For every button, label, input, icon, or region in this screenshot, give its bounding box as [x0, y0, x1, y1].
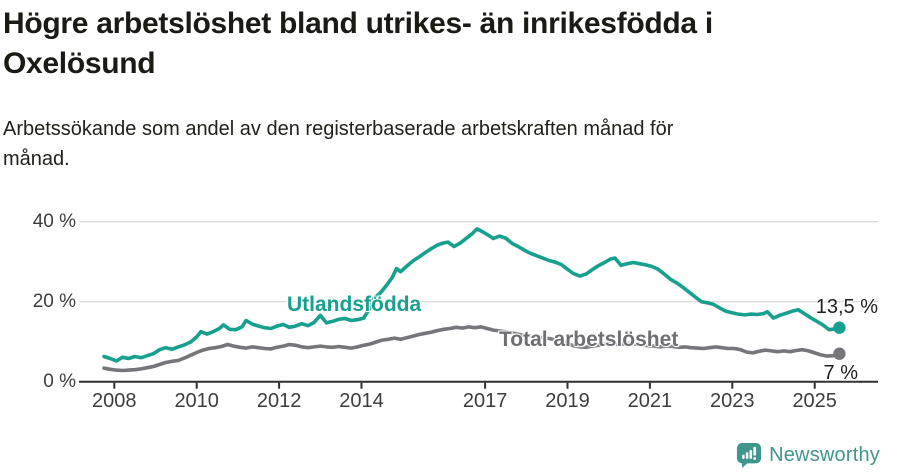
title-line-2: Oxelösund — [3, 47, 156, 80]
x-tick-label-2017: 2017 — [462, 390, 508, 412]
series-label-utlandsfodda: Utlandsfödda — [287, 293, 422, 316]
x-tick-label-2021: 2021 — [627, 390, 673, 412]
line-Utlandsfödda — [102, 227, 842, 363]
x-tick-label-2008: 2008 — [92, 390, 137, 412]
x-tick-label-2014: 2014 — [339, 390, 384, 412]
line-Total arbetslöshet — [102, 325, 842, 373]
x-tick-label-2025: 2025 — [792, 390, 837, 412]
subtitle-line-1: Arbetssökande som andel av den registerb… — [3, 118, 674, 140]
title-line-1: Högre arbetslöshet bland utrikes- än inr… — [3, 7, 713, 40]
y-tick-label-40: 40 % — [32, 210, 76, 232]
x-tick-label-2012: 2012 — [256, 390, 302, 412]
chart-subtitle: Arbetssökande som andel av den registerb… — [3, 114, 863, 174]
end-value-total-arbetsloshet: 7 % — [823, 362, 858, 384]
end-dot-Total arbetslöshet — [833, 347, 846, 360]
end-value-utlandsfodda: 13,5 % — [815, 296, 878, 318]
x-tick-label-2019: 2019 — [545, 390, 590, 412]
page-title: Högre arbetslöshet bland utrikes- än inr… — [3, 4, 863, 84]
y-tick-label-20: 20 % — [32, 290, 76, 312]
newsworthy-logo-icon — [737, 442, 762, 469]
brand-footer: Newsworthy — [736, 442, 880, 469]
end-dot-Utlandsfödda — [833, 321, 846, 334]
subtitle-line-2: månad. — [3, 148, 70, 170]
y-tick-label-0: 0 % — [43, 370, 76, 392]
series-label-total-arbetsloshet: Total arbetslöshet — [499, 328, 679, 351]
x-tick-label-2010: 2010 — [174, 390, 219, 412]
x-tick-label-2023: 2023 — [710, 390, 755, 412]
brand-name: Newsworthy — [769, 444, 880, 466]
